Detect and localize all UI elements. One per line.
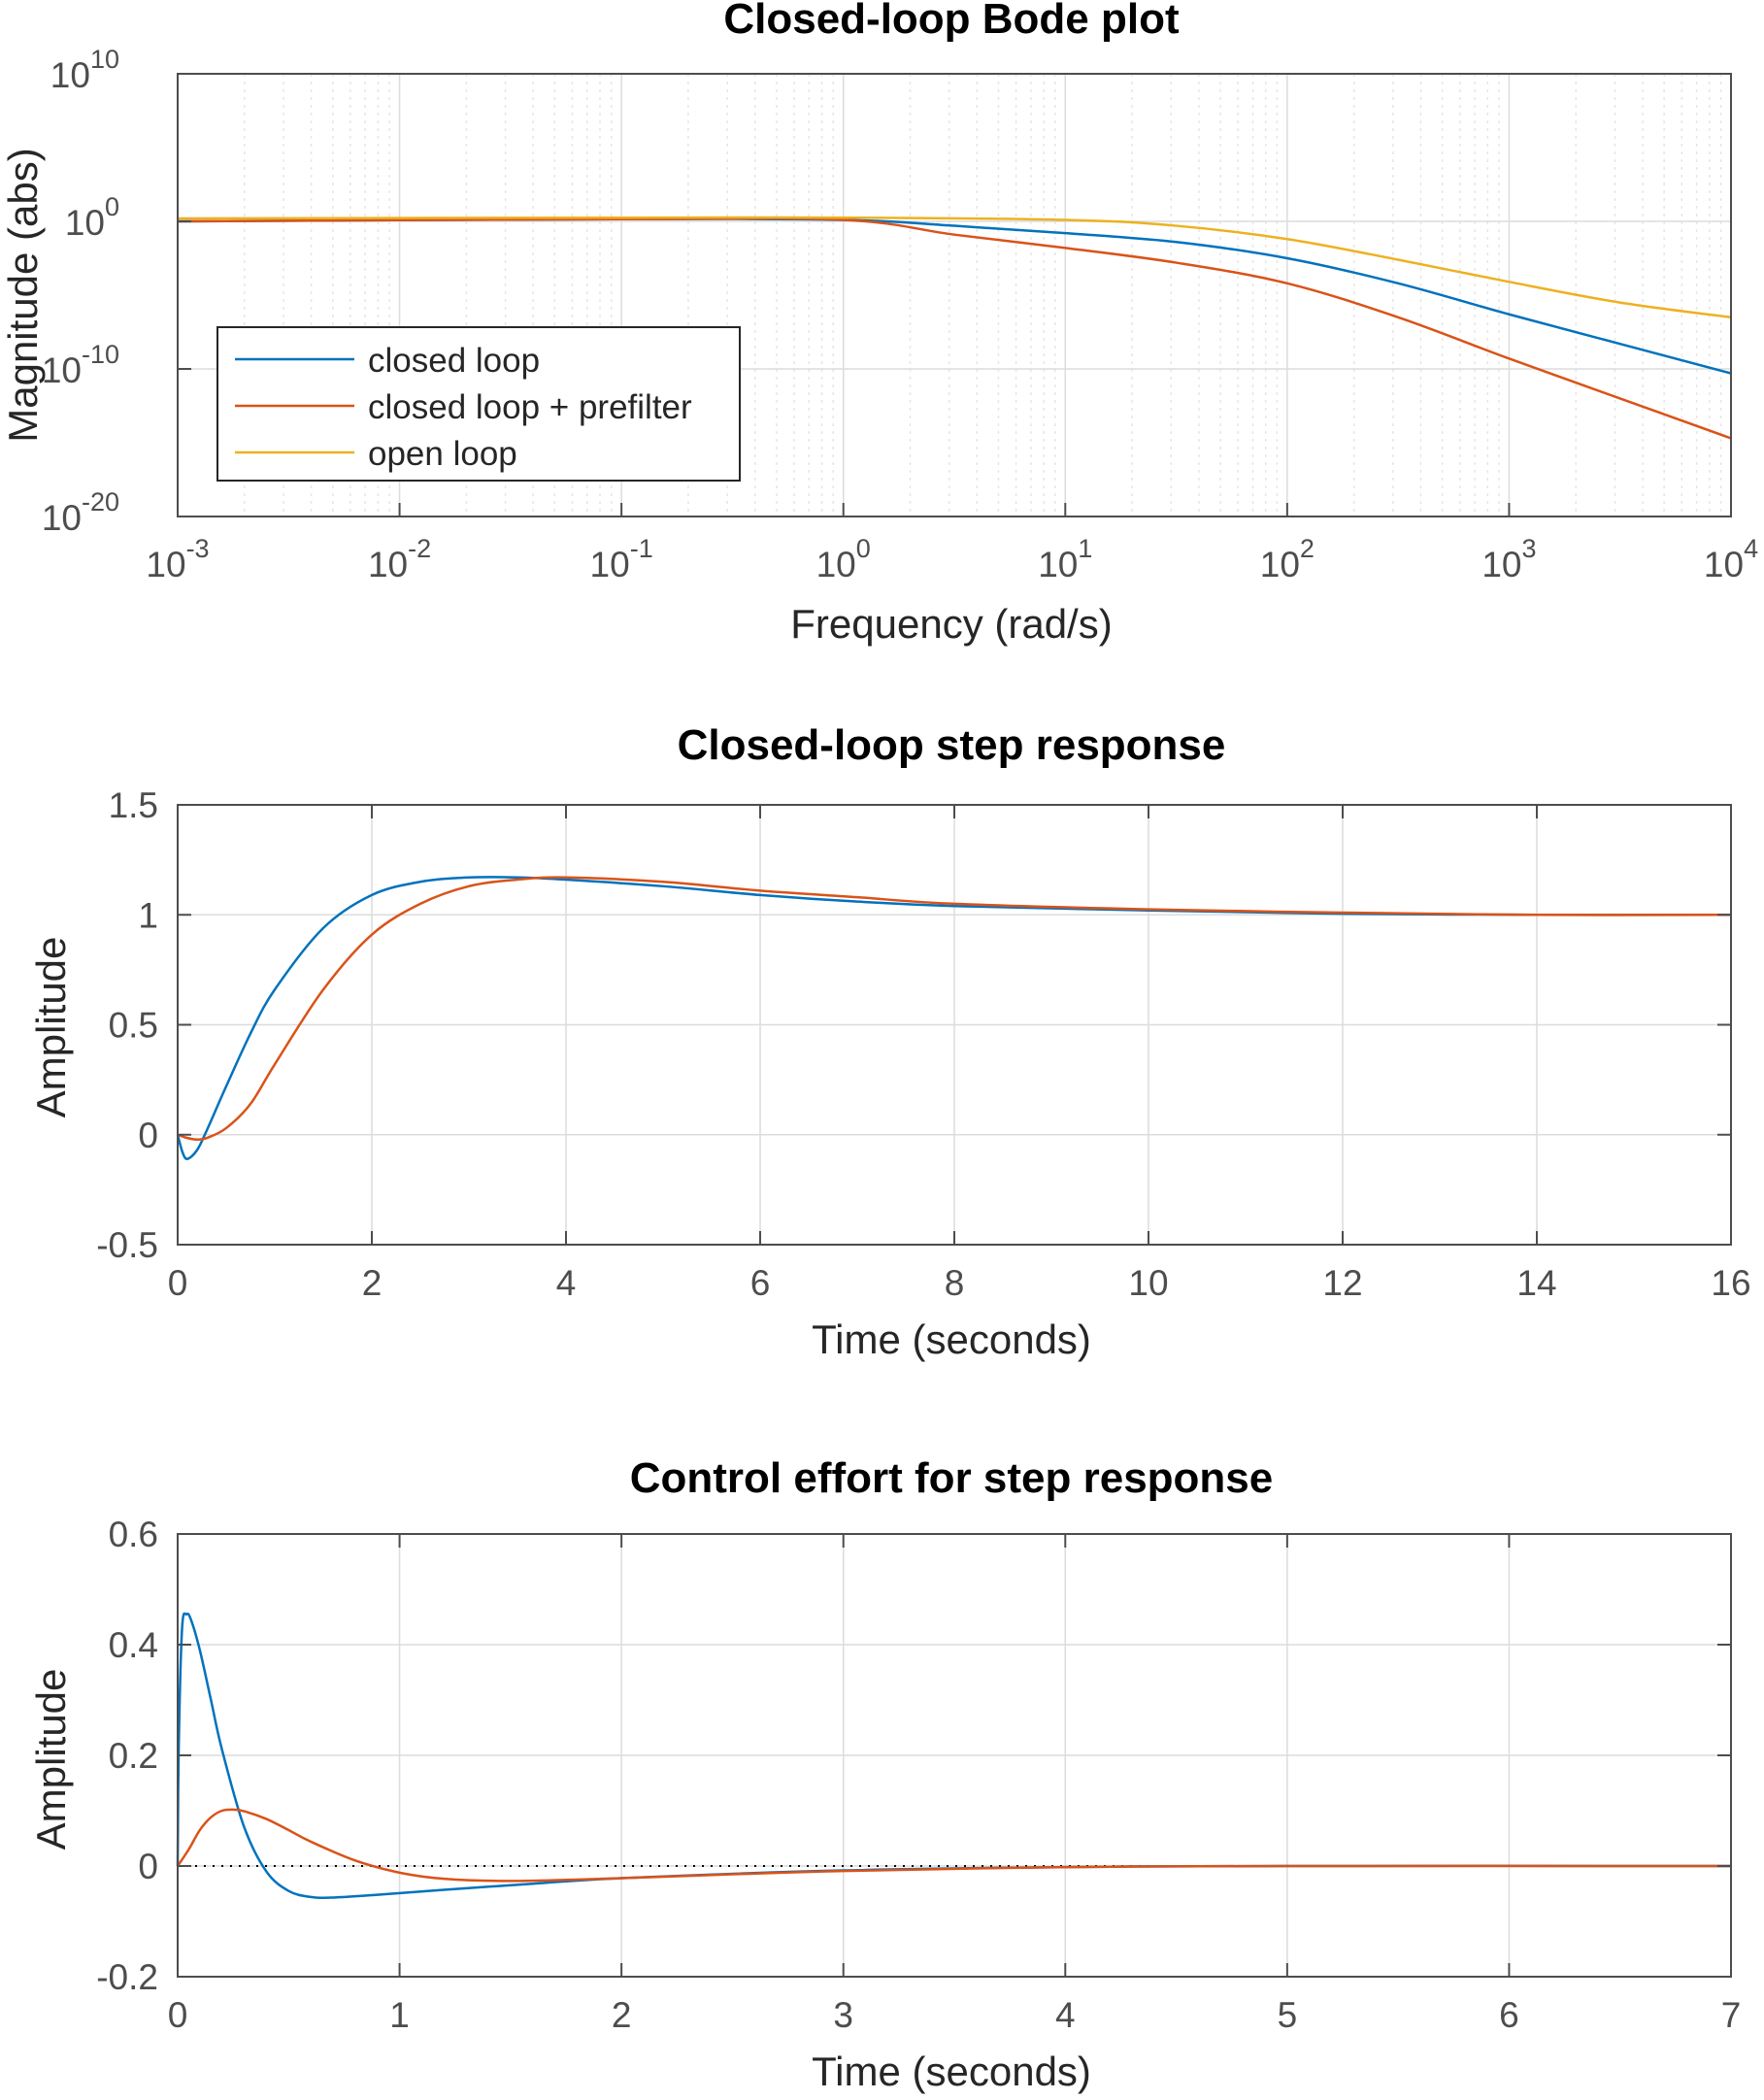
x-tick-label: 2 [612, 1995, 632, 2035]
effort-x-axis-label: Time (seconds) [812, 2049, 1091, 2094]
y-tick-label: 0 [138, 1116, 158, 1155]
y-tick-label: 100 [65, 192, 119, 243]
x-tick-label: 10-1 [590, 534, 653, 584]
y-tick-label: 0.5 [109, 1006, 158, 1046]
x-tick-label: 1 [389, 1995, 410, 2035]
x-tick-label: 3 [833, 1995, 853, 2035]
effort-ticks: 0 1 2 3 4 5 6 70.60.40.20-0.2 [96, 1515, 1741, 2035]
legend-label-closed-loop: closed loop [368, 342, 540, 380]
bode-legend: closed loop closed loop + prefilter open… [216, 326, 741, 482]
x-tick-label: 0 [168, 1995, 188, 2035]
x-tick-label: 103 [1481, 534, 1536, 584]
y-tick-label: 1.5 [109, 785, 158, 825]
effort-grid [177, 1533, 1732, 1978]
y-tick-label: 0.6 [109, 1515, 158, 1554]
series-line-open-loop [177, 216, 1732, 319]
step-response-panel: Closed-loop step response 0 2 4 6 8 10 12 14 161… [28, 721, 1751, 1362]
x-tick-label: 10-3 [146, 534, 209, 584]
x-tick-label: 5 [1278, 1995, 1298, 2035]
bode-plot-title: Closed-loop Bode plot [723, 0, 1180, 43]
y-tick-label: 10-10 [42, 340, 119, 390]
step-x-axis-label: Time (seconds) [812, 1317, 1091, 1362]
step-series [176, 876, 1732, 1160]
y-tick-label: -0.2 [96, 1957, 158, 1997]
bode-y-axis-label: Magnitude (abs) [0, 148, 46, 443]
bode-axes-box [177, 73, 1732, 517]
control-effort-title: Control effort for step response [630, 1454, 1274, 1502]
step-ticks: 0 2 4 6 8 10 12 14 161.510.50-0.5 [96, 785, 1750, 1303]
bode-x-axis-label: Frequency (rad/s) [790, 601, 1112, 647]
series-line-closed-loop-prefilter [177, 217, 1732, 440]
effort-y-axis-label: Amplitude [28, 1669, 74, 1850]
y-tick-label: 1 [138, 895, 158, 935]
x-tick-label: 4 [556, 1263, 577, 1303]
series-line-closed-loop-prefilter [177, 876, 1732, 1142]
step-response-title: Closed-loop step response [678, 721, 1226, 769]
x-tick-label: 7 [1721, 1995, 1742, 2035]
y-tick-label: 0 [138, 1847, 158, 1886]
legend-label-closed-loop-prefilter: closed loop + prefilter [368, 388, 692, 426]
x-tick-label: 0 [168, 1263, 188, 1303]
step-y-axis-label: Amplitude [28, 937, 74, 1118]
x-tick-label: 2 [362, 1263, 383, 1303]
series-line-closed-loop-prefilter [176, 1808, 1732, 1883]
y-tick-label: 10-20 [42, 487, 119, 538]
y-tick-label: 1010 [50, 45, 119, 95]
y-tick-label: 0.4 [109, 1625, 158, 1665]
bode-plot-panel: Closed-loop Bode plot 10-3 10-2 10-1 100 101… [0, 0, 1758, 647]
y-tick-label: -0.5 [96, 1225, 158, 1265]
x-tick-label: 101 [1038, 534, 1092, 584]
x-tick-label: 104 [1704, 534, 1758, 584]
bode-series [177, 216, 1732, 440]
control-effort-panel: Control effort for step response 0 1 2 3 4 5 6… [28, 1454, 1741, 2094]
x-tick-label: 4 [1055, 1995, 1076, 2035]
y-tick-label: 0.2 [109, 1736, 158, 1776]
x-tick-label: 16 [1711, 1263, 1750, 1303]
step-grid [177, 804, 1732, 1246]
x-tick-label: 10-2 [368, 534, 431, 584]
x-tick-label: 10 [1128, 1263, 1168, 1303]
x-tick-label: 6 [1499, 1995, 1519, 2035]
x-tick-label: 14 [1516, 1263, 1556, 1303]
effort-series [176, 1612, 1732, 1900]
legend-label-open-loop: open loop [368, 435, 517, 473]
x-tick-label: 12 [1322, 1263, 1362, 1303]
x-tick-label: 6 [750, 1263, 771, 1303]
legend-box [216, 326, 741, 482]
x-tick-label: 102 [1260, 534, 1315, 584]
x-tick-label: 100 [816, 534, 871, 584]
x-tick-label: 8 [945, 1263, 965, 1303]
bode-ticks: 10-3 10-2 10-1 100 101 102 103 104 1010 100 10-10 1… [42, 45, 1758, 584]
